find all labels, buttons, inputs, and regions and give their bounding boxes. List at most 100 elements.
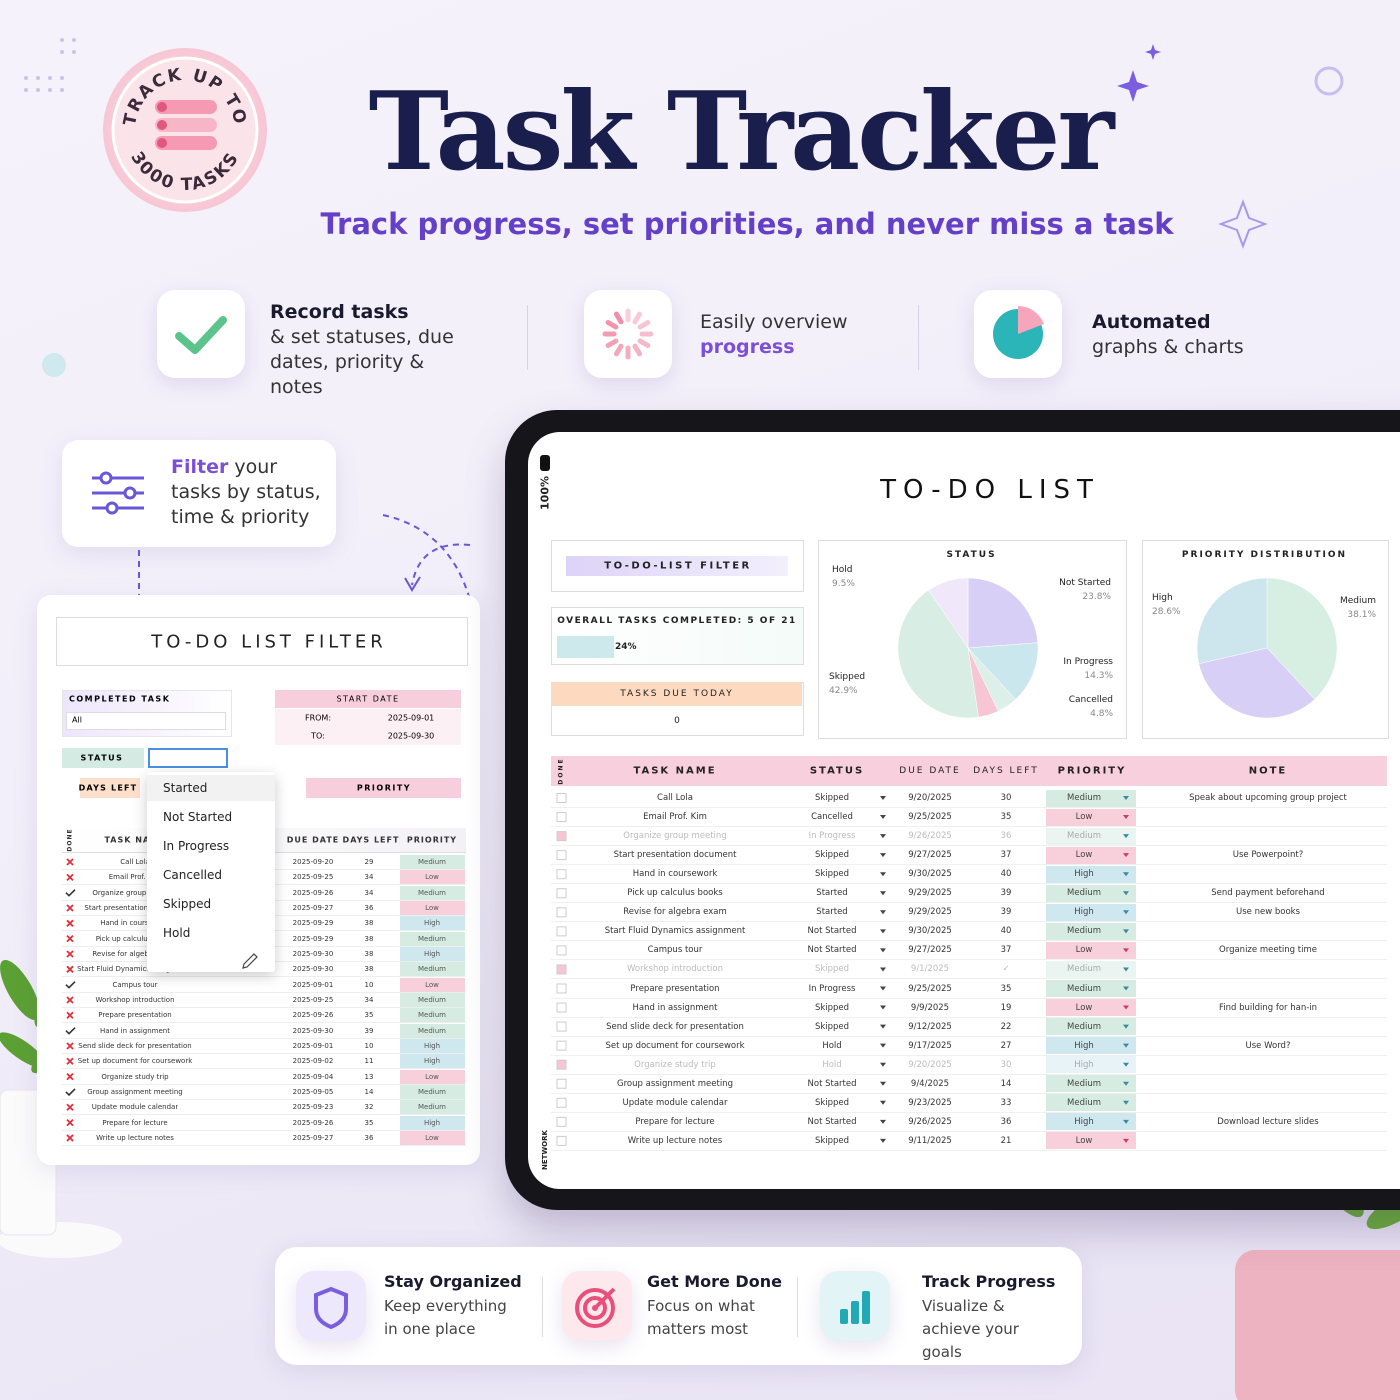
task-days: 14: [1000, 1078, 1012, 1089]
task-status: Not Started: [807, 926, 857, 937]
task-note: Download lecture slides: [1217, 1116, 1319, 1127]
left-header: DUE DATE: [286, 835, 340, 845]
bottom-feature: Get More Done Focus on what matters most: [647, 1270, 787, 1341]
left-days: 11: [364, 1057, 374, 1066]
left-task-name: Write up lecture notes: [96, 1133, 174, 1142]
left-days: 38: [364, 934, 374, 943]
task-due: 9/9/2025: [910, 1002, 950, 1013]
from-row: [275, 709, 461, 745]
slice-value: 38.1%: [1347, 610, 1376, 620]
left-priority-cell: [400, 900, 465, 915]
task-status: Skipped: [814, 793, 850, 803]
left-due: 2025-09-04: [292, 1072, 334, 1081]
task-days: 33: [1000, 1097, 1012, 1108]
task-note: Find building for han-in: [1218, 1002, 1318, 1013]
to-label: TO:: [311, 731, 325, 741]
left-priority: Low: [425, 903, 439, 912]
left-row-line: [62, 1083, 466, 1085]
left-priority-cell: [400, 870, 465, 885]
left-priority-cell: [400, 1100, 465, 1115]
task-due: 9/11/2025: [908, 1135, 952, 1146]
row-line: [551, 1111, 1387, 1113]
left-days: 34: [364, 995, 374, 1004]
feature-title: Easily overview: [700, 311, 848, 333]
divider: [797, 1277, 798, 1337]
panel-title: TO-DO LIST FILTER: [151, 631, 387, 653]
left-task-name: Campus tour: [112, 980, 158, 989]
task-days: 30: [1000, 1059, 1012, 1070]
table-header-cell: DUE DATE: [899, 766, 961, 776]
left-due: 2025-09-20: [292, 858, 334, 866]
left-row-line: [62, 1098, 466, 1100]
task-days: 37: [1000, 945, 1012, 956]
overall-text: OVERALL TASKS COMPLETED: 5 OF 21: [557, 616, 797, 626]
left-header: TASK NAME: [104, 835, 166, 845]
status-option: Skipped: [163, 897, 212, 911]
feature-icon: [974, 290, 1062, 378]
filter-callout: [62, 440, 336, 547]
left-priority: High: [423, 1118, 441, 1127]
task-status: Skipped: [814, 1135, 850, 1146]
row-line: [551, 1016, 1387, 1018]
row-line: [551, 1130, 1387, 1132]
task-due: 9/17/2025: [908, 1040, 952, 1051]
badge-icon: [155, 100, 217, 150]
left-task-name: Email Prof. Kim: [108, 873, 162, 882]
bottom-icon: [562, 1271, 632, 1341]
row-line: [551, 940, 1387, 942]
task-name: Email Prof. Kim: [643, 812, 707, 823]
task-days: 36: [1000, 831, 1012, 842]
priority-cell: [1046, 1094, 1136, 1112]
filter-box: [551, 540, 804, 592]
task-name: Start Fluid Dynamics assignment: [604, 926, 746, 937]
left-priority-cell: [400, 916, 465, 931]
task-due: 9/27/2025: [908, 850, 952, 861]
left-due: 2025-09-30: [292, 949, 334, 958]
chart-box: [1142, 540, 1389, 739]
left-days: 39: [364, 1026, 374, 1035]
left-row-line: [62, 1052, 466, 1054]
task-name: Hand in coursework: [632, 869, 718, 880]
days-left-label: DAYS LEFT: [78, 783, 138, 793]
task-note: Use Powerpoint?: [1232, 850, 1304, 861]
completed-label: COMPLETED TASK: [69, 694, 171, 704]
row-line: [551, 845, 1387, 847]
priority-cell: [1046, 960, 1136, 978]
task-priority: Low: [1075, 850, 1093, 861]
feature-title: Record tasks: [270, 301, 409, 323]
left-due: 2025-09-27: [292, 1133, 334, 1142]
task-priority: Medium: [1067, 1021, 1101, 1032]
left-task-name: Workshop introduction: [95, 995, 175, 1004]
status-input: [148, 748, 228, 768]
left-priority: Medium: [418, 934, 446, 943]
task-due: 9/20/2025: [908, 1059, 952, 1070]
task-due: 9/26/2025: [908, 1116, 952, 1127]
spinner-dash: [614, 311, 624, 325]
task-priority: High: [1074, 1059, 1094, 1070]
callout-highlight: Filter: [171, 456, 229, 478]
task-days: 19: [1000, 1002, 1012, 1013]
left-due: 2025-09-26: [292, 1011, 334, 1020]
left-days: 34: [364, 873, 374, 882]
task-name: Organize group meeting: [623, 831, 727, 842]
left-priority: Medium: [418, 965, 446, 974]
task-due: 9/29/2025: [908, 888, 952, 899]
bottom-feature: Stay Organized Keep everything in one pla…: [384, 1270, 524, 1341]
bottom-icon: [296, 1271, 366, 1341]
left-priority: Low: [425, 980, 439, 989]
left-days: 29: [364, 858, 374, 866]
task-priority: High: [1074, 869, 1094, 880]
spinner-dash: [637, 338, 651, 348]
left-task-name: Revise for algebra exam: [92, 949, 178, 958]
title: Task Tracker: [368, 69, 1115, 195]
priority-cell: [1046, 1037, 1136, 1055]
left-due: 2025-09-29: [292, 934, 334, 943]
task-due: 9/25/2025: [908, 983, 952, 994]
feature-title: Automated: [1092, 311, 1211, 333]
due-today-value: 0: [674, 716, 680, 726]
left-priority: Medium: [418, 995, 446, 1004]
left-due: 2025-09-30: [292, 965, 334, 974]
row-line: [551, 902, 1387, 904]
priority-cell: [1046, 1056, 1136, 1074]
priority-cell: [1046, 903, 1136, 921]
